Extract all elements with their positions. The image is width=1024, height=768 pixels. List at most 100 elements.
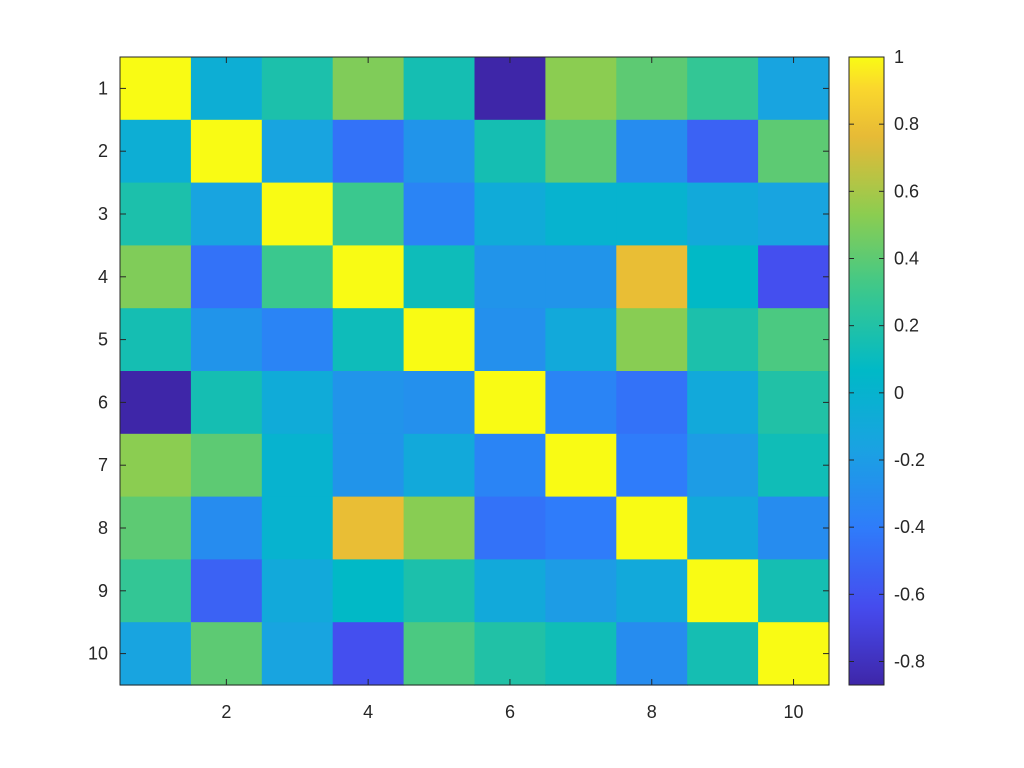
y-tick-label: 2: [98, 141, 108, 161]
x-tick-label: 6: [505, 702, 515, 722]
heatmap-cell-r2-c3: [261, 119, 334, 184]
heatmap-cell-r8-c9: [687, 496, 759, 560]
y-tick-label: 1: [98, 78, 108, 98]
y-tick-label: 9: [98, 581, 108, 601]
heatmap-cell-r7-c1: [120, 433, 192, 498]
heatmap-cell-r4-c10: [758, 245, 830, 309]
x-tick-label: 8: [647, 702, 657, 722]
heatmap-cell-r6-c5: [403, 371, 476, 435]
heatmap-cell-r4-c7: [545, 245, 617, 309]
heatmap-cell-r7-c3: [261, 433, 334, 498]
heatmap-cells: [120, 57, 830, 686]
heatmap-cell-r3-c1: [120, 182, 192, 246]
heatmap-cell-r10-c5: [403, 622, 476, 686]
y-tick-label: 8: [98, 518, 108, 538]
heatmap-cell-r4-c6: [474, 245, 546, 309]
colorbar-tick-label: -0.6: [894, 584, 925, 604]
x-axis: 2 4 6 8 10: [221, 57, 804, 722]
heatmap-cell-r6-c6: [474, 371, 546, 435]
heatmap-cell-r4-c1: [120, 245, 192, 309]
heatmap-cell-r4-c3: [261, 245, 334, 309]
heatmap-cell-r8-c4: [332, 496, 405, 560]
heatmap-cell-r5-c2: [190, 308, 263, 372]
heatmap-cell-r5-c3: [261, 308, 334, 372]
heatmap-cell-r7-c5: [403, 433, 476, 498]
heatmap-cell-r1-c1: [120, 57, 192, 121]
heatmap-cell-r8-c2: [190, 496, 263, 560]
heatmap-cell-r8-c10: [758, 496, 830, 560]
heatmap-cell-r1-c3: [261, 57, 334, 121]
heatmap-cell-r10-c7: [545, 622, 617, 686]
heatmap-cell-r5-c4: [332, 308, 405, 372]
heatmap-cell-r6-c4: [332, 371, 405, 435]
x-tick-label: 2: [221, 702, 231, 722]
heatmap-cell-r3-c10: [758, 182, 830, 246]
heatmap-cell-r9-c3: [261, 559, 334, 623]
heatmap-cell-r1-c5: [403, 57, 476, 121]
heatmap-cell-r3-c3: [261, 182, 334, 246]
heatmap-cell-r8-c8: [616, 496, 688, 560]
heatmap-cell-r1-c4: [332, 57, 405, 121]
heatmap-cell-r8-c7: [545, 496, 617, 560]
heatmap-cell-r2-c4: [332, 119, 405, 184]
heatmap-cell-r9-c1: [120, 559, 192, 623]
heatmap-cell-r10-c9: [687, 622, 759, 686]
heatmap-cell-r1-c9: [687, 57, 759, 121]
heatmap-cell-r8-c6: [474, 496, 546, 560]
y-tick-label: 7: [98, 455, 108, 475]
heatmap-cell-r4-c8: [616, 245, 688, 309]
heatmap-cell-r1-c8: [616, 57, 688, 121]
colorbar: 1 0.8 0.6 0.4 0.2 0 -0.2 -0.4 -0.6 -0.8: [848, 47, 925, 686]
heatmap-cell-r10-c8: [616, 622, 688, 686]
heatmap-cell-r5-c10: [758, 308, 830, 372]
heatmap-cell-r9-c2: [190, 559, 263, 623]
y-tick-label: 10: [88, 644, 108, 664]
heatmap-cell-r10-c2: [190, 622, 263, 686]
heatmap-cell-r2-c9: [687, 119, 759, 184]
heatmap-cell-r6-c8: [616, 371, 688, 435]
heatmap-cell-r10-c6: [474, 622, 546, 686]
colorbar-tick-label: -0.2: [894, 450, 925, 470]
heatmap-cell-r1-c10: [758, 57, 830, 121]
heatmap-cell-r2-c5: [403, 119, 476, 184]
y-axis: 1 2 3 4 5 6 7 8 9 10: [88, 78, 829, 664]
heatmap-cell-r5-c5: [403, 308, 476, 372]
colorbar-tick-label: -0.8: [894, 651, 925, 671]
colorbar-frame: [848, 56, 885, 686]
heatmap-cell-r6-c3: [261, 371, 334, 435]
colorbar-fill: [849, 57, 884, 685]
colorbar-tick-label: 0.2: [894, 316, 919, 336]
heatmap-cell-r7-c4: [332, 433, 405, 498]
plot-frame: [119, 56, 830, 686]
heatmap-cell-r2-c10: [758, 119, 830, 184]
heatmap-cell-r4-c4: [332, 245, 405, 309]
colorbar-tick-label: 0.8: [894, 114, 919, 134]
heatmap-cell-r9-c5: [403, 559, 476, 623]
heatmap-cell-r3-c4: [332, 182, 405, 246]
heatmap-cell-r9-c10: [758, 559, 830, 623]
heatmap-cell-r9-c6: [474, 559, 546, 623]
colorbar-tick-label: -0.4: [894, 517, 925, 537]
colorbar-ticks: 1 0.8 0.6 0.4 0.2 0 -0.2 -0.4 -0.6 -0.8: [849, 47, 925, 671]
heatmap-cell-r3-c7: [545, 182, 617, 246]
heatmap-cell-r9-c4: [332, 559, 405, 623]
x-tick-label: 4: [363, 702, 373, 722]
heatmap-cell-r2-c1: [120, 119, 192, 184]
heatmap-cell-r2-c8: [616, 119, 688, 184]
heatmap-cell-r6-c9: [687, 371, 759, 435]
heatmap-cell-r2-c6: [474, 119, 546, 184]
heatmap-cell-r3-c5: [403, 182, 476, 246]
x-tick-label: 10: [784, 702, 804, 722]
heatmap-cell-r3-c9: [687, 182, 759, 246]
heatmap-cell-r10-c4: [332, 622, 405, 686]
heatmap-cell-r10-c3: [261, 622, 334, 686]
heatmap-cell-r7-c8: [616, 433, 688, 498]
heatmap-cell-r6-c10: [758, 371, 830, 435]
heatmap-cell-r10-c1: [120, 622, 192, 686]
heatmap-cell-r5-c8: [616, 308, 688, 372]
y-tick-label: 3: [98, 204, 108, 224]
colorbar-tick-label: 0.6: [894, 181, 919, 201]
colorbar-tick-label: 0: [894, 383, 904, 403]
heatmap-cell-r2-c7: [545, 119, 617, 184]
